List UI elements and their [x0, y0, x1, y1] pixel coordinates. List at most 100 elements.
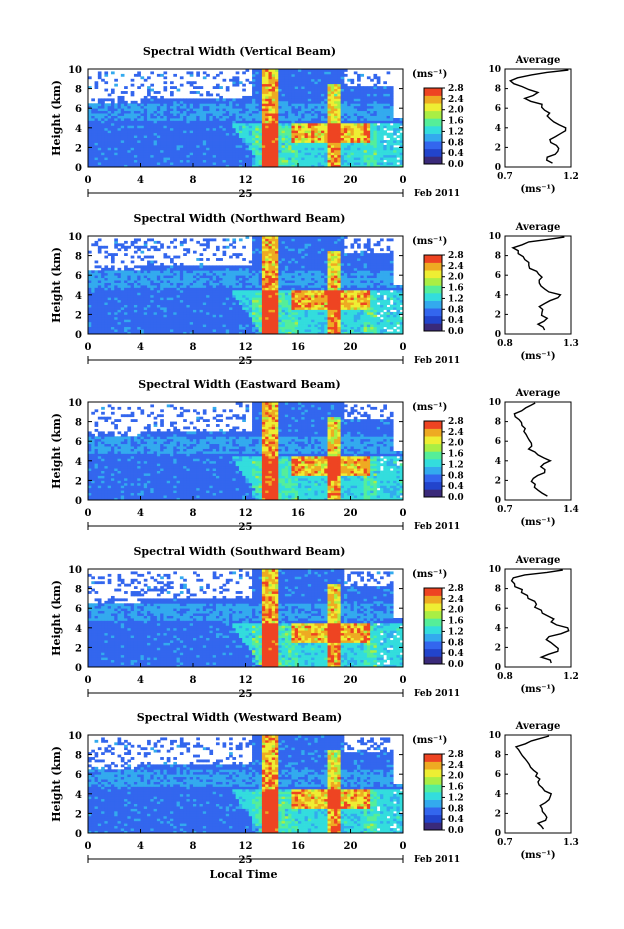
heatmap-cell: [304, 130, 309, 134]
heatmap-cell: [215, 311, 220, 315]
heatmap-cell: [258, 125, 263, 129]
heatmap-cell: [258, 76, 263, 80]
heatmap-cell: [334, 135, 338, 138]
heatmap-cell: [258, 73, 263, 77]
heatmap-cell: [294, 142, 299, 146]
heatmap-cell: [215, 316, 220, 320]
heatmap-cell: [222, 294, 227, 298]
heatmap-cell: [173, 329, 177, 332]
heatmap-cell: [88, 250, 92, 254]
colorbar-tick-label: 2.0: [448, 106, 464, 116]
heatmap-cell: [150, 272, 155, 276]
heatmap-cell: [334, 120, 338, 124]
heatmap-cell: [91, 159, 95, 163]
heatmap-cell: [225, 299, 230, 303]
heatmap-cell: [288, 88, 292, 92]
heatmap-cell: [271, 142, 276, 146]
heatmap-cell: [268, 157, 273, 161]
heatmap-cell: [120, 98, 125, 102]
heatmap-cell: [219, 154, 223, 158]
heatmap-cell: [261, 98, 266, 102]
heatmap-cell: [317, 132, 322, 136]
heatmap-cell: [150, 262, 155, 266]
heatmap-cell: [337, 127, 342, 131]
heatmap-cell: [163, 103, 168, 107]
heatmap-cell: [186, 329, 191, 332]
heatmap-cell: [143, 149, 148, 153]
heatmap-cell: [238, 164, 243, 168]
heatmap-cell: [176, 314, 181, 318]
heatmap-cell: [357, 137, 361, 141]
heatmap-cell: [245, 311, 250, 315]
heatmap-cell: [212, 287, 217, 291]
heatmap-cell: [252, 324, 256, 328]
heatmap-cell: [202, 122, 207, 126]
heatmap-cell: [97, 250, 102, 254]
heatmap-cell: [166, 152, 171, 156]
heatmap-cell: [330, 91, 335, 94]
heatmap-cell: [183, 280, 187, 283]
heatmap-cell: [255, 258, 260, 261]
heatmap-cell: [307, 110, 312, 114]
heatmap-cell: [170, 159, 174, 163]
heatmap-cell: [143, 108, 148, 112]
heatmap-cell: [248, 108, 253, 112]
heatmap-cell: [265, 76, 269, 80]
heatmap-cell: [110, 258, 115, 261]
heatmap-cell: [271, 105, 276, 109]
heatmap-cell: [311, 142, 315, 146]
heatmap-cell: [265, 159, 269, 163]
heatmap-cell: [232, 319, 237, 323]
heatmap-cell: [389, 88, 394, 92]
heatmap-cell: [219, 135, 223, 138]
heatmap-cell: [130, 329, 135, 332]
heatmap-cell: [130, 130, 135, 134]
heatmap-cell: [173, 309, 177, 313]
heatmap-cell: [327, 76, 332, 80]
heatmap-cell: [370, 86, 374, 89]
x-tick-label: 8: [190, 175, 197, 186]
heatmap-cell: [265, 240, 269, 244]
heatmap-cell: [232, 164, 237, 168]
heatmap-cell: [179, 285, 184, 288]
heatmap-cell: [298, 103, 302, 107]
heatmap-cell: [117, 319, 122, 323]
heatmap-cell: [156, 159, 161, 163]
heatmap-cell: [97, 127, 102, 131]
heatmap-cell: [307, 132, 312, 136]
heatmap-cell: [196, 108, 200, 112]
heatmap-cell: [357, 76, 361, 80]
heatmap-cell: [153, 113, 158, 116]
heatmap-cell: [147, 93, 151, 97]
heatmap-cell: [281, 78, 286, 82]
heatmap-cell: [238, 110, 243, 114]
heatmap-cell: [140, 130, 145, 134]
heatmap-cell: [265, 299, 269, 303]
heatmap-cell: [327, 98, 332, 102]
heatmap-cell: [94, 162, 99, 165]
heatmap-cell: [153, 162, 158, 165]
heatmap-cell: [229, 311, 233, 315]
heatmap-cell: [334, 118, 338, 121]
heatmap-cell: [189, 120, 194, 124]
heatmap-cell: [255, 302, 260, 305]
heatmap-cell: [219, 152, 223, 156]
heatmap-cell: [199, 299, 204, 303]
heatmap-cell: [311, 137, 315, 141]
heatmap-cell: [104, 103, 109, 107]
heatmap-cell: [127, 324, 132, 328]
heatmap-cell: [114, 83, 118, 87]
heatmap-cell: [133, 331, 138, 335]
heatmap-cell: [343, 115, 348, 119]
heatmap-cell: [232, 285, 237, 288]
heatmap-cell: [183, 132, 187, 136]
heatmap-cell: [212, 297, 217, 301]
heatmap-cell: [127, 120, 132, 124]
heatmap-cell: [307, 147, 312, 151]
heatmap-cell: [357, 127, 361, 131]
heatmap-cell: [202, 164, 207, 168]
heatmap-cell: [261, 118, 266, 121]
heatmap-cell: [130, 135, 135, 138]
heatmap-cell: [104, 277, 109, 281]
heatmap-cell: [304, 81, 309, 85]
